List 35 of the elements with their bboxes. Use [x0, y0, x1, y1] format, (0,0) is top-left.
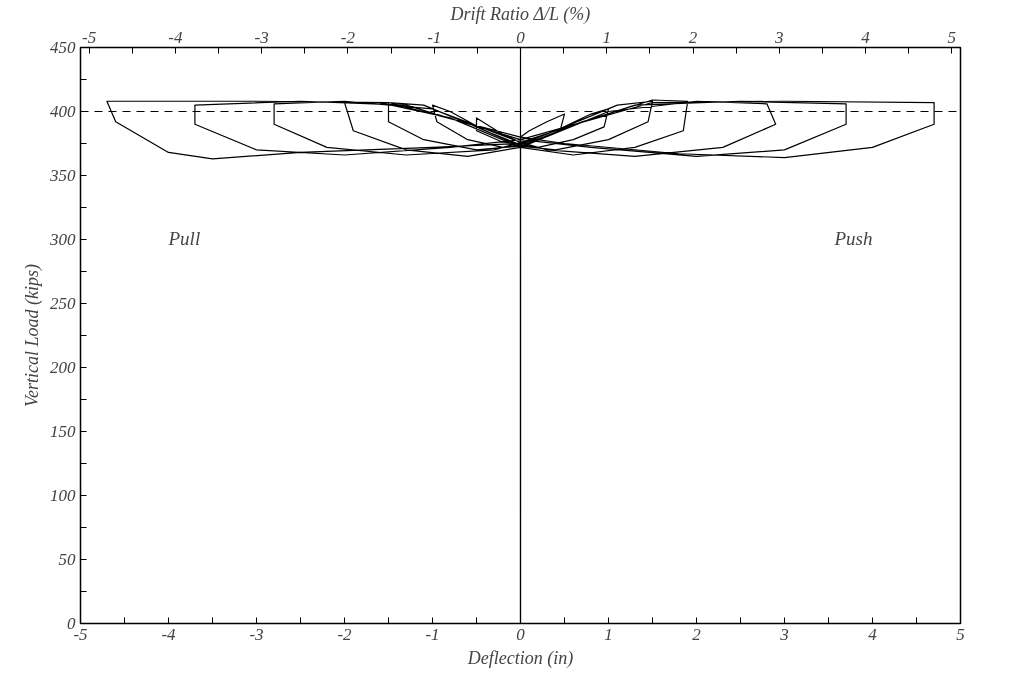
- y-tick-label: 400: [50, 102, 76, 121]
- y-tick-label: 150: [50, 422, 76, 441]
- x-tick-label: -1: [425, 624, 440, 644]
- y-axis-title: Vertical Load (kips): [22, 264, 43, 407]
- x2-tick-label: -1: [427, 27, 442, 47]
- x-tick-label: -4: [161, 624, 177, 644]
- y-tick-label: 50: [58, 550, 76, 569]
- x-tick-label: 5: [956, 624, 965, 644]
- annotation: Pull: [167, 228, 201, 250]
- x-tick-label: 0: [516, 624, 526, 644]
- y-tick-label: 350: [49, 166, 76, 185]
- x2-tick-label: 3: [774, 27, 784, 47]
- x2-tick-label: -2: [340, 27, 356, 47]
- x2-tick-label: 1: [602, 27, 612, 47]
- x2-tick-label: 0: [516, 27, 526, 47]
- x2-tick-label: -3: [254, 27, 269, 47]
- y-tick-label: 250: [50, 294, 76, 313]
- x2-tick-label: 4: [861, 27, 871, 47]
- y-tick-label: 300: [49, 230, 76, 249]
- y-tick-label: 200: [50, 358, 76, 377]
- y-tick-label: 450: [50, 38, 76, 57]
- x2-tick-label: -5: [82, 27, 97, 47]
- x2-tick-label: -4: [168, 27, 183, 47]
- x-axis-title: Deflection (in): [466, 647, 574, 669]
- x2-tick-label: 2: [688, 27, 698, 47]
- y-tick-label: 100: [50, 486, 76, 505]
- x2-tick-label: 5: [947, 27, 957, 47]
- x-tick-label: -2: [337, 624, 353, 644]
- x-tick-label: 1: [604, 624, 613, 644]
- x-tick-label: 4: [868, 624, 878, 644]
- x2-axis-title: Drift Ratio Δ/L (%): [449, 3, 591, 25]
- x-tick-label: -3: [249, 624, 264, 644]
- annotation: Push: [833, 228, 873, 250]
- x-tick-label: 3: [779, 624, 789, 644]
- x-tick-label: 2: [692, 624, 702, 644]
